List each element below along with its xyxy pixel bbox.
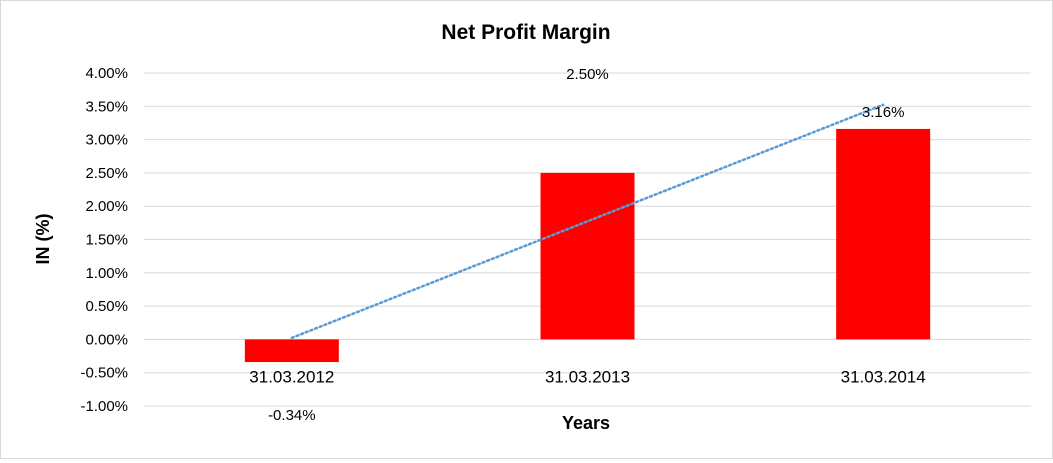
y-tick-label: 2.50% bbox=[85, 165, 128, 182]
x-category-label: 31.03.2013 bbox=[545, 367, 630, 386]
y-axis-ticks: 4.00% 3.50% 3.00% 2.50% 2.00% 1.50% 1.00% 0.50%… bbox=[80, 65, 128, 415]
data-label: 3.16% bbox=[862, 104, 905, 121]
y-tick-label: 3.00% bbox=[85, 132, 128, 149]
data-labels: -0.34% 2.50% 3.16% bbox=[268, 66, 904, 424]
y-tick-label: -0.50% bbox=[80, 365, 128, 382]
y-axis-title: IN (%) bbox=[33, 214, 53, 265]
x-category-label: 31.03.2012 bbox=[249, 367, 334, 386]
bar bbox=[244, 339, 339, 363]
x-category-label: 31.03.2014 bbox=[841, 367, 926, 386]
x-axis-categories: 31.03.2012 31.03.2013 31.03.2014 bbox=[249, 367, 925, 386]
y-tick-label: 3.50% bbox=[85, 98, 128, 115]
y-tick-label: 1.00% bbox=[85, 265, 128, 282]
data-label: 2.50% bbox=[566, 66, 609, 83]
trendline bbox=[290, 103, 885, 340]
bar bbox=[540, 172, 635, 340]
y-tick-label: 1.50% bbox=[85, 232, 128, 249]
bar bbox=[836, 128, 931, 340]
data-label: -0.34% bbox=[268, 407, 316, 424]
y-tick-label: 4.00% bbox=[85, 65, 128, 82]
y-tick-label: -1.00% bbox=[80, 398, 128, 415]
y-tick-label: 0.00% bbox=[85, 331, 128, 348]
trendline-layer bbox=[290, 103, 885, 340]
chart-title: Net Profit Margin bbox=[441, 21, 610, 44]
x-axis-title: Years bbox=[562, 413, 610, 433]
y-tick-label: 0.50% bbox=[85, 298, 128, 315]
y-tick-label: 2.00% bbox=[85, 198, 128, 215]
bars bbox=[244, 128, 931, 363]
